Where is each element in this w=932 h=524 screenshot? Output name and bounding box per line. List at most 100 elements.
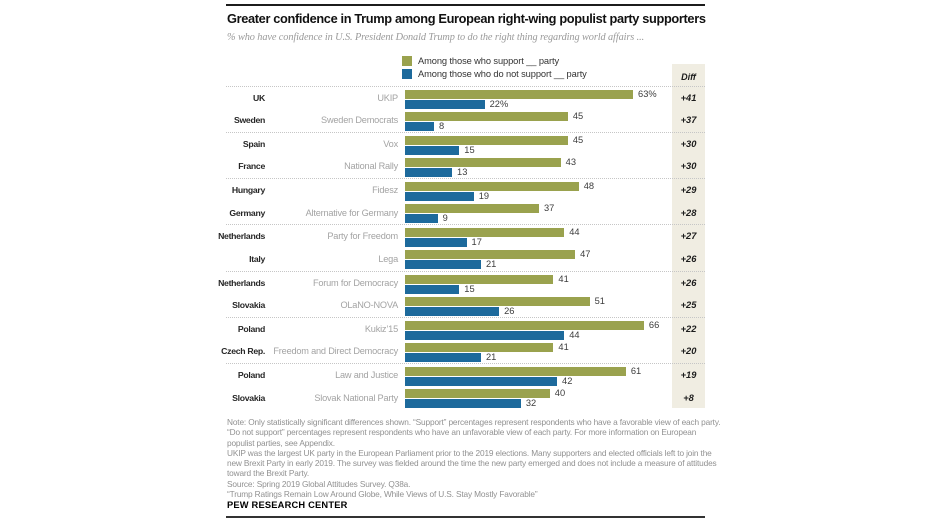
chart-title: Greater confidence in Trump among Europe… [227,11,706,26]
table-row: Hungary Fidesz 48 19 +29 [226,178,705,201]
party-label: National Rally [344,161,398,172]
support-value-label: 43 [565,156,576,167]
support-bar [405,250,576,260]
legend-label-support: Among those who support __ party [418,55,559,66]
note-line: “Do not support” percentages represent r… [227,427,697,438]
not-support-bar [405,352,482,362]
table-row: Slovakia OLaNO-NOVA 51 26 +25 [226,294,705,317]
not-support-value-label: 13 [457,166,468,177]
not-support-value-label: 22% [489,98,509,109]
table-row: UK UKIP 63% 22% +41 [226,85,705,109]
support-value-label: 51 [594,295,605,306]
note-line: UKIP was the largest UK party in the Eur… [227,447,712,458]
country-label: Poland [237,370,265,381]
country-label: Slovakia [232,392,265,403]
diff-value: +29 [680,185,697,196]
diff-value: +30 [680,138,697,149]
not-support-bar [405,167,453,177]
support-value-label: 47 [580,249,591,260]
not-support-value-label: 15 [464,144,475,155]
not-support-value-label: 26 [504,305,515,316]
support-bar [405,342,554,352]
top-rule [226,4,705,6]
diff-value: +37 [680,115,697,126]
party-label: Kukiz’15 [364,323,398,334]
support-value-label: 45 [572,134,584,145]
not-support-bar [405,238,467,248]
party-label: Freedom and Direct Democracy [273,346,398,357]
not-support-bar [405,399,521,409]
diff-column-background [672,64,705,408]
not-support-value-label: 8 [438,120,445,131]
support-value-label: 48 [583,181,595,191]
diff-value: +28 [680,207,697,218]
note-line: Note: Only statistically significant dif… [227,417,721,427]
country-label: Hungary [231,185,265,196]
bottom-rule [226,516,705,518]
legend-item-not-support: Among those who do not support __ party [402,67,587,80]
support-bar [405,228,565,238]
table-row: Poland Law and Justice 61 42 +19 [226,363,705,386]
table-row: Netherlands Party for Freedom 44 17 +27 [218,224,705,248]
not-support-bar [405,330,565,340]
support-value-label: 40 [554,388,566,399]
pew-research-center-wordmark: PEW RESEARCH CENTER [227,500,348,510]
not-support-bar [405,99,485,109]
not-support-bar [405,214,438,224]
not-support-value-label: 17 [471,237,482,248]
not-support-bar [405,260,482,270]
not-support-swatch [402,68,412,79]
table-row: Netherlands Forum for Democracy 41 15 +2… [218,270,705,294]
chart-canvas: Greater confidence in Trump among Europe… [218,0,721,524]
not-support-bar [405,145,460,155]
support-value-label: 41 [558,273,569,284]
country-label: Italy [249,253,265,264]
chart-subtitle: % who have confidence in U.S. President … [227,32,645,43]
note-line: Source: Spring 2019 Global Attitudes Sur… [227,478,411,489]
support-swatch [402,55,412,66]
not-support-value-label: 44 [569,329,580,340]
support-bar [405,389,550,399]
diff-value: +8 [683,392,694,403]
not-support-bar [405,121,434,131]
support-value-label: 37 [543,203,555,214]
not-support-value-label: 42 [562,376,573,386]
support-value-label: 61 [630,366,642,376]
diff-value: +19 [680,370,697,381]
table-row: Germany Alternative for Germany 37 9 +28 [226,201,705,224]
support-bar [405,157,561,167]
party-label: Fidesz [372,185,398,196]
table-row: Poland Kukiz’15 66 44 +22 [226,316,705,340]
not-support-value-label: 9 [442,213,448,224]
bar-rows: UK UKIP 63% 22% +41 Sweden Sweden Democr… [218,85,705,410]
diff-value: +20 [680,346,697,357]
not-support-bar [405,192,474,201]
table-row: Czech Rep. Freedom and Direct Democracy … [221,340,705,363]
party-label: UKIP [377,92,398,103]
legend: Among those who support __ party Among t… [402,54,587,80]
diff-column-header: Diff [681,72,696,82]
not-support-value-label: 21 [486,259,497,270]
diff-value: +26 [680,253,697,264]
support-bar [405,296,590,306]
not-support-bar [405,377,558,386]
support-value-label: 66 [648,319,660,330]
note-line: “Trump Ratings Remain Low Around Globe, … [227,489,538,500]
country-label: Slovakia [232,300,265,311]
not-support-value-label: 19 [478,191,490,201]
country-label: Netherlands [218,231,265,242]
support-bar [405,274,554,284]
not-support-value-label: 21 [486,351,497,362]
country-label: Spain [242,138,265,149]
diff-value: +26 [680,277,697,288]
note-line: toward the Brexit Party. [227,468,310,479]
support-bar [405,367,626,376]
country-label: Sweden [233,115,265,126]
not-support-value-label: 15 [464,283,475,294]
not-support-bar [405,284,460,294]
support-value-label: 41 [558,341,569,352]
party-label: Law and Justice [335,370,398,381]
not-support-bar [405,306,500,316]
support-bar [405,111,568,121]
party-label: Sweden Democrats [321,115,398,126]
